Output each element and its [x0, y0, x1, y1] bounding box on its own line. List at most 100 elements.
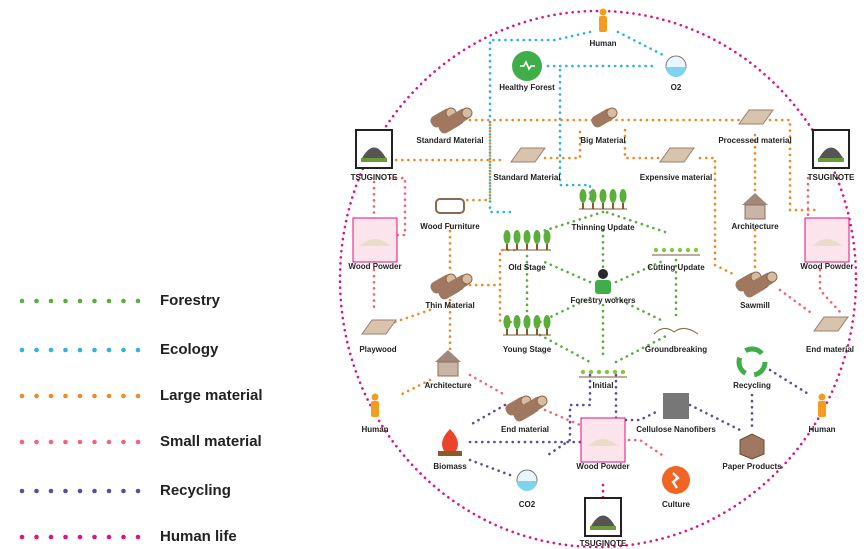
icon-part — [814, 317, 848, 331]
node-label: Architecture — [731, 222, 779, 231]
icon-part — [511, 148, 545, 162]
node-icon — [590, 107, 617, 129]
icon-part — [544, 315, 551, 329]
legend: ForestryEcologyLarge materialSmall mater… — [20, 292, 263, 545]
node-icon — [436, 199, 464, 213]
icon-part — [544, 230, 551, 244]
node-icon — [814, 317, 848, 331]
node-icon — [429, 273, 472, 301]
legend-dot — [49, 348, 54, 353]
legend-dot — [136, 348, 141, 353]
link — [470, 375, 662, 455]
icon-part — [536, 244, 538, 250]
icon-part — [662, 248, 666, 252]
node-icon — [740, 434, 764, 459]
icon-part — [598, 269, 608, 279]
node-icon — [663, 393, 689, 419]
node-label: Recycling — [733, 381, 771, 390]
legend-dot — [20, 348, 25, 353]
node-icon — [805, 218, 849, 262]
icon-part — [506, 244, 508, 250]
link — [618, 32, 665, 56]
legend-label: Small material — [160, 433, 262, 450]
icon-part — [654, 248, 658, 252]
legend-dot — [34, 299, 39, 304]
legend-dot — [92, 440, 97, 445]
legend-dot — [78, 348, 83, 353]
node-icon — [666, 56, 686, 77]
node-label: Human — [361, 425, 388, 434]
icon-part — [581, 370, 585, 374]
node-icon — [438, 429, 462, 456]
icon-part — [514, 315, 521, 329]
icon-part — [739, 110, 773, 124]
node-icon — [585, 498, 621, 536]
node-icon — [371, 394, 379, 418]
icon-part — [436, 199, 464, 213]
node-label: Playwood — [359, 345, 396, 354]
icon-part — [660, 148, 694, 162]
legend-dot — [92, 535, 97, 540]
icon-part — [516, 244, 518, 250]
legend-dot — [107, 394, 112, 399]
node-icon — [739, 110, 773, 124]
icon-part — [600, 9, 607, 16]
legend-dot — [78, 535, 83, 540]
legend-dot — [121, 489, 126, 494]
icon-part — [663, 393, 689, 419]
icon-part — [595, 280, 611, 294]
icon-part — [526, 329, 528, 335]
node-icon — [579, 189, 627, 209]
node-label: Wood Powder — [348, 262, 401, 271]
icon-part — [516, 329, 518, 335]
icon-part — [580, 189, 587, 203]
icon-part — [818, 158, 844, 162]
legend-dot — [20, 394, 25, 399]
icon-part — [442, 429, 458, 451]
link — [545, 130, 735, 275]
node-icon — [356, 130, 392, 168]
legend-dot — [107, 535, 112, 540]
node-icon — [579, 370, 627, 377]
icon-part — [462, 274, 472, 284]
icon-part — [517, 481, 537, 491]
icon-part — [546, 244, 548, 250]
icon-part — [818, 401, 826, 417]
legend-dot — [136, 489, 141, 494]
icon-part — [582, 203, 584, 209]
icon-part — [514, 230, 521, 244]
node-label: Forestry workers — [571, 296, 636, 305]
node-icon — [362, 320, 396, 334]
node-icon — [429, 107, 472, 135]
node-label: End material — [501, 425, 549, 434]
legend-dot — [136, 394, 141, 399]
node-icon — [504, 395, 547, 423]
node-label: TSUGINOTE — [580, 539, 627, 548]
icon-part — [537, 396, 547, 406]
legend-dot — [34, 489, 39, 494]
node-icon — [734, 271, 777, 299]
link — [560, 70, 590, 200]
icon-part — [462, 108, 472, 118]
legend-dot — [121, 535, 126, 540]
icon-part — [526, 244, 528, 250]
legend-dot — [49, 440, 54, 445]
legend-dot — [107, 348, 112, 353]
node-icon — [660, 148, 694, 162]
node-label: Wood Furniture — [420, 222, 480, 231]
icon-part — [372, 394, 379, 401]
legend-dot — [121, 348, 126, 353]
legend-dot — [121, 394, 126, 399]
legend-dot — [49, 535, 54, 540]
icon-part — [666, 67, 686, 77]
legend-dot — [78, 489, 83, 494]
icon-part — [622, 203, 624, 209]
node-label: Standard Material — [416, 136, 483, 145]
legend-label: Recycling — [160, 482, 231, 499]
node-icon — [511, 148, 545, 162]
icon-part — [678, 248, 682, 252]
node-label: Sawmill — [740, 301, 770, 310]
node-label: Thinning Update — [571, 223, 635, 232]
legend-label: Large material — [160, 387, 263, 404]
node-label: Healthy Forest — [499, 83, 555, 92]
